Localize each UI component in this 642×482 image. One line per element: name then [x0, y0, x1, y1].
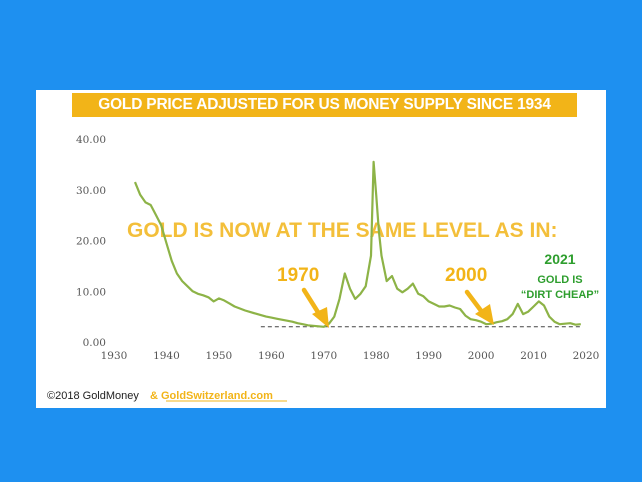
x-tick-label: 1950 [206, 350, 233, 362]
series-group [133, 160, 581, 328]
footer-copyright: ©2018 GoldMoney [47, 390, 139, 402]
arrow-1970-icon [301, 287, 329, 328]
x-tick-label: 1930 [101, 350, 128, 362]
arrow-2000-icon [464, 289, 494, 325]
y-axis-ticks: 0.00 10.00 20.00 30.00 40.00 [76, 134, 106, 349]
x-tick-label: 1970 [310, 350, 337, 362]
label-2000: 2000 [445, 265, 487, 286]
x-tick-label: 1980 [363, 350, 390, 362]
label-1970: 1970 [277, 265, 319, 286]
label-gold-is: GOLD IS [537, 274, 582, 286]
label-dirt-cheap: “DIRT CHEAP” [521, 289, 599, 301]
x-tick-label: 1940 [153, 350, 180, 362]
y-tick-label: 0.00 [83, 337, 106, 349]
label-2021: 2021 [544, 251, 575, 267]
x-axis-ticks: 1930 1940 1950 1960 1970 1980 1990 2000 2010 2020 [101, 350, 600, 362]
series-line [133, 160, 581, 328]
x-tick-label: 2020 [573, 350, 600, 362]
x-tick-label: 1990 [415, 350, 442, 362]
x-tick-label: 2000 [468, 350, 495, 362]
x-tick-label: 1960 [258, 350, 285, 362]
y-tick-label: 10.00 [76, 286, 106, 298]
y-tick-label: 30.00 [76, 185, 106, 197]
footer-site-link[interactable]: & GoldSwitzerland.com [150, 390, 273, 402]
y-tick-label: 20.00 [76, 236, 106, 248]
chart-title: GOLD PRICE ADJUSTED FOR US MONEY SUPPLY … [72, 93, 577, 117]
y-tick-label: 40.00 [76, 134, 106, 146]
chart-card [36, 90, 606, 408]
headline-annotation: GOLD IS NOW AT THE SAME LEVEL AS IN: [127, 219, 558, 242]
x-tick-label: 2010 [520, 350, 547, 362]
